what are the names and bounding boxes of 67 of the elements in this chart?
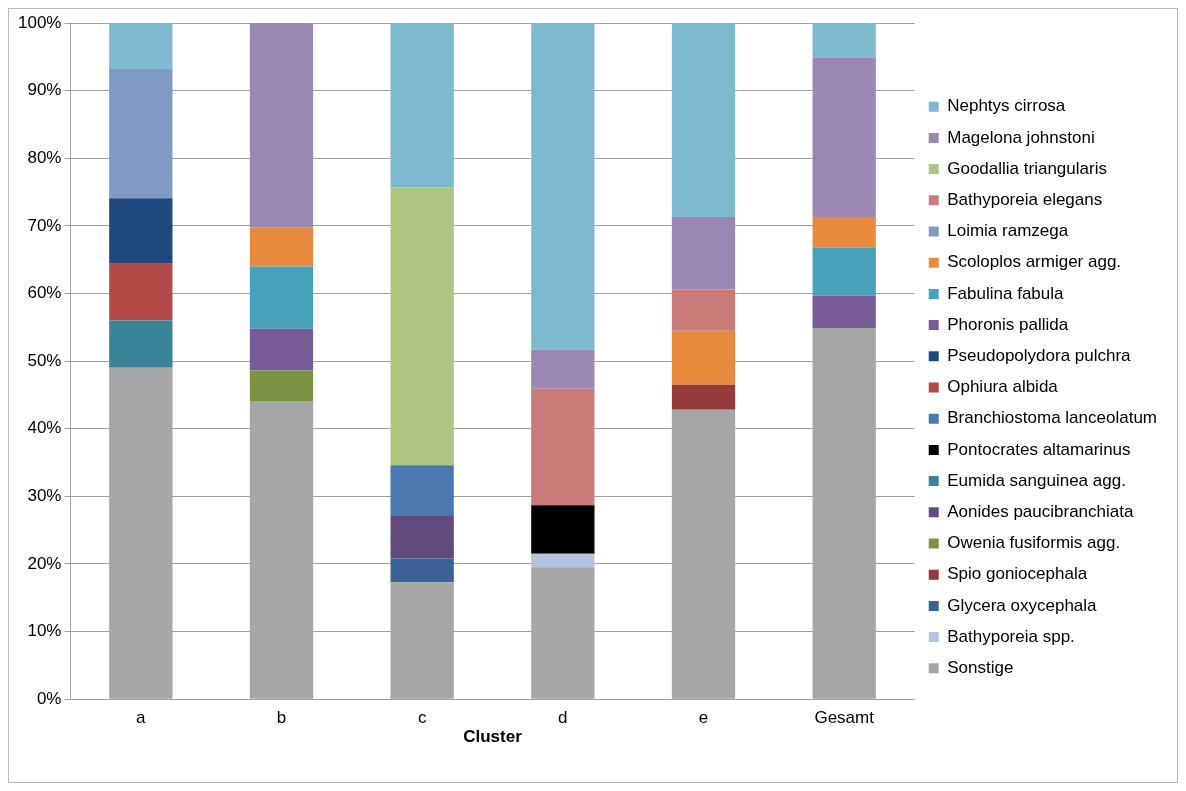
legend-label: Nephtys cirrosa [947, 96, 1066, 116]
y-tick-label: 0% [36, 688, 62, 708]
bar [531, 505, 595, 554]
bar [812, 295, 876, 328]
bar [671, 217, 736, 290]
bar [249, 266, 314, 329]
bar [671, 330, 736, 385]
x-tick-label: b [276, 708, 287, 728]
legend-label: Magelona johnstoni [947, 127, 1095, 147]
y-tick-label: 80% [27, 147, 62, 167]
x-tick-label: c [417, 708, 427, 728]
x-axis-title: Cluster [463, 727, 523, 747]
y-tick-label: 90% [27, 80, 62, 100]
bar [249, 23, 314, 228]
y-tick-label: 60% [27, 283, 62, 303]
legend-label: Pontocrates altamarinus [947, 439, 1131, 459]
legend-label: Owenia fusiformis agg. [947, 533, 1121, 553]
bar [390, 515, 454, 559]
bar [812, 23, 876, 58]
legend-label: Eumida sanguinea agg. [947, 470, 1126, 490]
x-tick-label: e [698, 708, 709, 728]
bar [531, 388, 595, 506]
legend-label: Aonides paucibranchiata [947, 501, 1134, 521]
bar [671, 384, 736, 410]
legend-label: Pseudopolydora pulchra [947, 345, 1132, 365]
legend-label: Bathyporeia spp. [947, 626, 1075, 646]
x-tick-label: a [136, 708, 147, 728]
bar [812, 247, 876, 296]
bar [812, 217, 876, 248]
bar [249, 328, 314, 371]
legend-label: Loimia ramzega [947, 221, 1069, 241]
bar [390, 465, 454, 516]
bar [109, 320, 173, 368]
x-tick-label: d [558, 708, 568, 728]
x-tick-label: Gesamt [814, 708, 875, 728]
legend-label: Ophiura albida [947, 377, 1059, 397]
legend-label: Glycera oxycephala [947, 595, 1098, 615]
legend-label: Phoronis pallida [947, 314, 1069, 334]
bar [812, 57, 876, 218]
legend-label: Branchiostoma lanceolatum [947, 408, 1157, 428]
bar [249, 370, 314, 401]
legend-label: Bathyporeia elegans [947, 189, 1103, 209]
legend-label: Fabulina fabula [947, 283, 1065, 303]
bar [671, 289, 736, 331]
y-tick-label: 20% [27, 553, 62, 573]
bar [109, 23, 173, 69]
bar [390, 23, 454, 188]
bar [531, 23, 595, 350]
bar [109, 68, 173, 199]
bar [249, 227, 314, 267]
bar [109, 198, 173, 264]
bar [531, 349, 595, 389]
y-tick-label: 70% [27, 215, 62, 235]
legend-label: Scoloplos armiger agg. [947, 252, 1122, 272]
legend-label: Sonstige [947, 657, 1014, 677]
y-tick-label: 40% [27, 418, 62, 438]
bar [531, 553, 595, 568]
legend-label: Spio goniocephala [947, 564, 1088, 584]
y-tick-label: 30% [27, 486, 62, 506]
bar [390, 558, 454, 583]
bar [109, 263, 173, 321]
y-tick-label: 10% [27, 621, 62, 641]
bar [671, 23, 736, 218]
y-tick-label: 100% [18, 12, 62, 32]
legend-label: Goodallia triangularis [947, 158, 1107, 178]
bar [390, 187, 454, 466]
y-tick-label: 50% [27, 350, 62, 370]
